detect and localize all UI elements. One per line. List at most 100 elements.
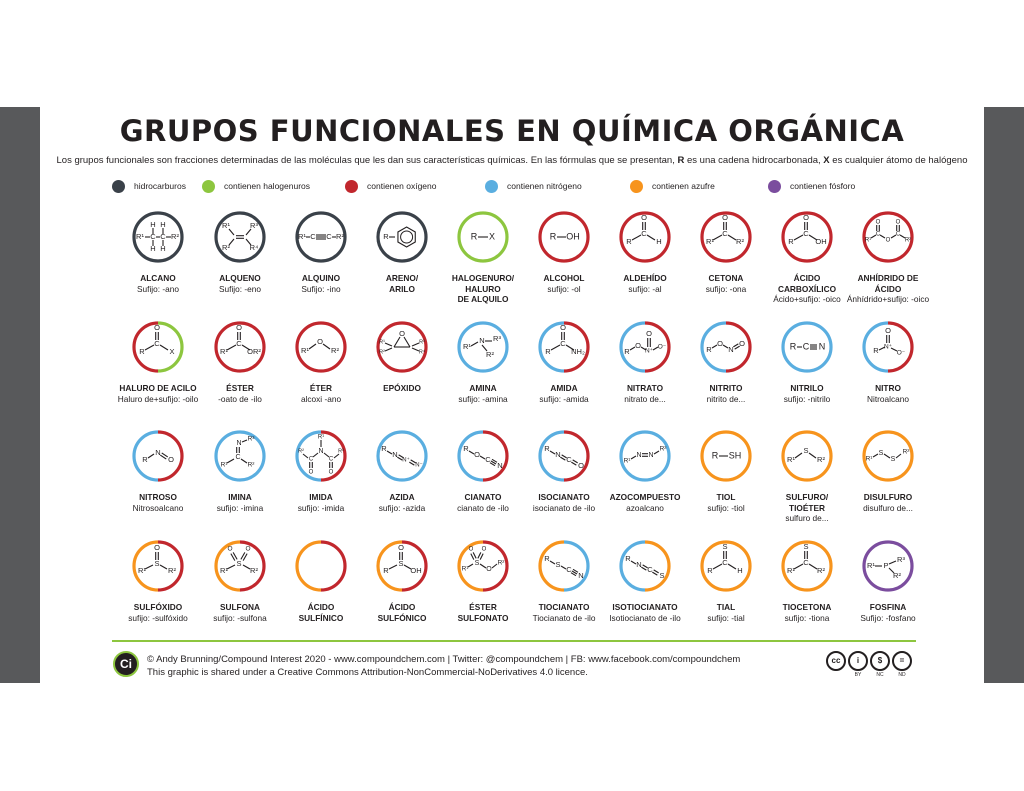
- functional-group-card: R¹ N N R² AZOCOMPUESTO azoalcano: [604, 426, 686, 530]
- functional-group-card: R OH ALCOHOL sufijo: -ol: [523, 207, 605, 311]
- svg-text:N: N: [392, 450, 397, 459]
- svg-text:C: C: [641, 229, 647, 238]
- svg-text:R: R: [712, 450, 719, 460]
- svg-text:R: R: [544, 444, 550, 453]
- structure-diagram: RCO H: [619, 211, 671, 263]
- group-suffix: Nitroalcano: [867, 393, 909, 404]
- svg-text:O: O: [635, 341, 641, 350]
- group-label: ÁCIDO SULFÓNICO: [353, 602, 451, 623]
- group-suffix: cianato de -ilo: [457, 502, 509, 513]
- svg-text:R: R: [790, 341, 797, 351]
- structure-diagram: R¹ R² R³ R⁴: [214, 211, 266, 263]
- functional-group-card: R¹ C O OR² ÉSTER -oato de -ilo: [199, 317, 281, 421]
- svg-text:N: N: [236, 440, 241, 447]
- svg-text:R: R: [545, 347, 551, 356]
- functional-group-card: R¹ C O O C O R² ANHÍDRIDO DE ÁCIDO Ánhídrido+sufi…: [847, 207, 929, 311]
- group-name: ÉSTER: [469, 602, 497, 612]
- footer-credit: © Andy Brunning/Compound Interest 2020 -…: [147, 654, 741, 665]
- group-name: CETONA: [708, 273, 744, 283]
- structure-diagram: R¹ CO OR²: [214, 321, 266, 373]
- group-suffix: disulfuro de...: [863, 502, 913, 513]
- group-label: FOSFINA Sufijo: -fosfano: [839, 602, 937, 623]
- svg-text:S: S: [555, 560, 560, 569]
- svg-text:R¹: R¹: [787, 455, 795, 464]
- legend-item: contienen oxígeno: [345, 179, 436, 193]
- svg-text:H: H: [656, 237, 661, 246]
- svg-text:S: S: [879, 450, 884, 457]
- svg-text:C: C: [150, 232, 156, 241]
- svg-text:O: O: [717, 339, 723, 348]
- group-name: ÁCIDO: [307, 602, 335, 612]
- group-name-line: DE ALQUILO: [457, 294, 509, 304]
- svg-text:N: N: [728, 345, 733, 354]
- svg-text:R²: R²: [903, 449, 911, 456]
- legend: hidrocarburos contienen halogenuros contie…: [0, 179, 1024, 193]
- group-suffix: sufijo: -ol: [547, 283, 581, 294]
- group-name: NITRILO: [790, 383, 824, 393]
- structure-diagram: RON⁺OO⁻: [619, 321, 671, 373]
- svg-text:R²: R²: [331, 346, 339, 355]
- functional-group-card: R ARENO/ARILO: [361, 207, 443, 311]
- functional-group-card: R O C N CIANATO cianato de -ilo: [442, 426, 524, 530]
- group-suffix: isocianato de -ilo: [532, 502, 596, 513]
- group-name: TIOCIANATO: [538, 602, 590, 612]
- intro-text: Los grupos funcionales son fracciones de…: [40, 155, 984, 166]
- svg-text:N⁺: N⁺: [884, 344, 893, 351]
- structure-diagram: RCO OH: [781, 211, 833, 263]
- svg-text:N⁺: N⁺: [645, 348, 654, 355]
- svg-text:R¹: R¹: [463, 342, 471, 351]
- svg-text:C: C: [876, 232, 881, 238]
- group-suffix: Nitrosoalcano: [132, 502, 184, 513]
- group-label: NITRILO sufijo: -nitrilo: [758, 383, 856, 404]
- structure-diagram: R¹ CO R²: [700, 211, 752, 263]
- svg-text:N: N: [497, 461, 502, 470]
- group-name: NITRO: [875, 383, 901, 393]
- svg-text:C: C: [485, 455, 491, 464]
- svg-text:R: R: [383, 566, 389, 575]
- svg-text:R¹: R¹: [865, 238, 871, 244]
- svg-text:N: N: [819, 341, 826, 351]
- svg-text:R²: R²: [298, 448, 304, 454]
- svg-text:R⁴: R⁴: [250, 243, 259, 252]
- svg-text:S: S: [475, 560, 480, 567]
- functional-group-card: R¹ S O R² SULFÓXIDO sufijo: -sulfóxido: [117, 536, 199, 640]
- svg-text:R²: R²: [222, 243, 230, 252]
- svg-text:N: N: [578, 571, 583, 580]
- svg-text:O: O: [896, 220, 901, 226]
- svg-text:R¹: R¹: [462, 566, 470, 573]
- svg-text:O: O: [646, 329, 652, 338]
- svg-text:O: O: [885, 326, 891, 335]
- svg-text:X: X: [169, 347, 174, 356]
- functional-group-card: R C O NH₂ AMIDA sufijo: -amida: [523, 317, 605, 421]
- svg-text:C: C: [803, 229, 809, 238]
- group-label: IMIDA sufijo: -imida: [272, 492, 370, 513]
- cc-badge-label: NC: [876, 672, 884, 678]
- group-name: ALCANO: [140, 273, 176, 283]
- group-name: NITRATO: [626, 383, 664, 393]
- functional-group-card: R¹ R² R³ R⁴ ALQUENO Sufijo: -eno: [199, 207, 281, 311]
- group-label: HALOGENURO/HALURO DE ALQUILO: [434, 273, 532, 305]
- structure-diagram: R¹ SO O R²: [214, 540, 266, 592]
- group-name: SULFONA: [219, 602, 261, 612]
- svg-text:N: N: [648, 452, 653, 459]
- svg-text:R³: R³: [419, 339, 425, 345]
- group-label: TIOCIANATO Tiocianato de -ilo: [515, 602, 613, 623]
- functional-group-card: R N O NITROSO Nitrosoalcano: [117, 426, 199, 530]
- cc-badge: i: [848, 651, 868, 671]
- svg-text:R¹: R¹: [787, 566, 795, 575]
- group-label: ÉSTER SULFONATO: [434, 602, 532, 623]
- group-name: ANHÍDRIDO DE: [857, 273, 919, 283]
- cc-badge-label: ND: [898, 672, 906, 678]
- svg-text:S: S: [891, 456, 896, 463]
- group-label: TIOL sufijo: -tiol: [677, 492, 775, 513]
- svg-text:R: R: [142, 455, 148, 464]
- legend-swatch: [202, 179, 215, 193]
- functional-group-card: R O N O NITRITO nitrito de...: [685, 317, 767, 421]
- page-title: GRUPOS FUNCIONALES EN QUÍMICA ORGÁNICA: [97, 110, 927, 152]
- structure-diagram: R N⁺ O O⁻: [862, 321, 914, 373]
- svg-text:H: H: [737, 566, 742, 575]
- group-suffix: alcoxi -ano: [300, 393, 342, 404]
